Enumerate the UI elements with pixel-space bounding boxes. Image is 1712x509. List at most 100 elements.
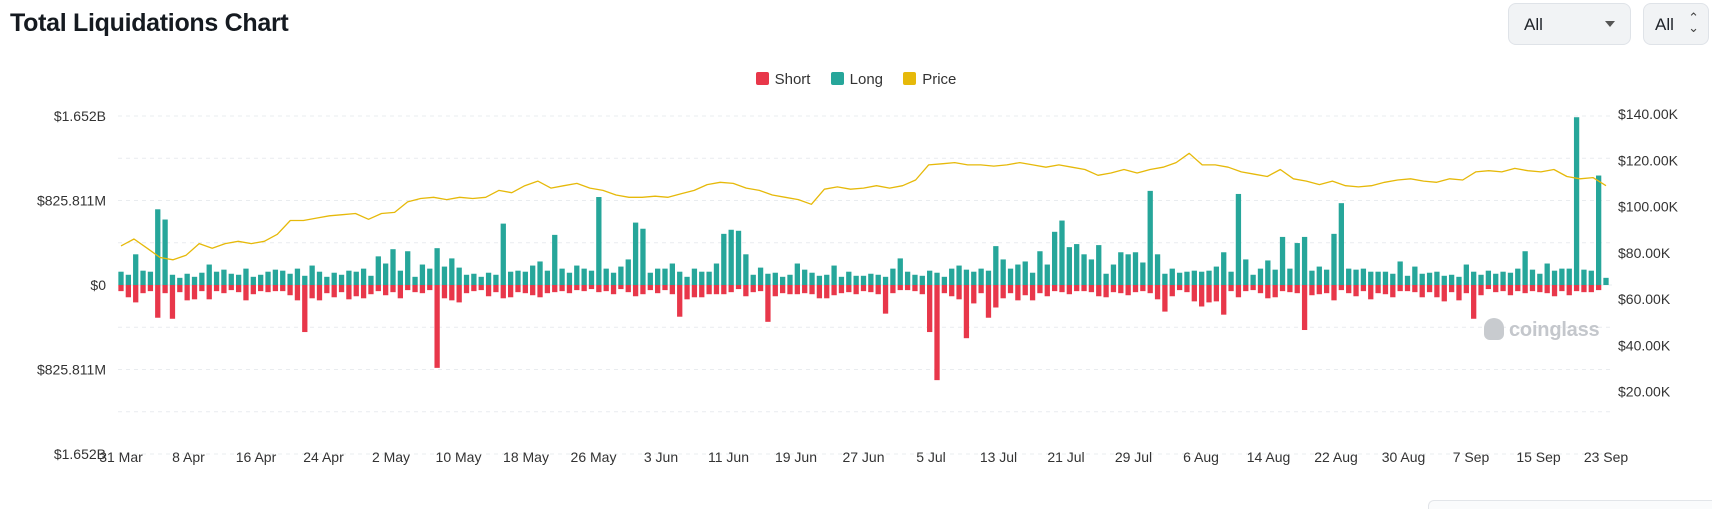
- long-bar: [802, 269, 808, 285]
- long-bar: [412, 276, 418, 285]
- long-bar: [316, 271, 323, 285]
- long-bar: [1294, 243, 1300, 285]
- short-bar: [677, 285, 683, 317]
- long-bar: [449, 258, 455, 285]
- short-bar: [860, 285, 867, 292]
- short-bar: [875, 285, 881, 295]
- long-bar: [1353, 269, 1359, 285]
- legend-item-short[interactable]: Short: [755, 71, 810, 88]
- short-bar: [735, 285, 742, 290]
- long-bar: [1581, 269, 1587, 285]
- long-bar: [243, 268, 249, 285]
- short-bar: [603, 285, 609, 292]
- short-bar: [1235, 285, 1242, 298]
- short-bar: [500, 285, 506, 299]
- long-bar: [1199, 271, 1205, 285]
- short-bar: [478, 285, 484, 291]
- legend-item-long[interactable]: Long: [830, 71, 884, 88]
- long-bar: [162, 219, 168, 285]
- long-bar: [1573, 117, 1580, 285]
- long-bar: [588, 270, 595, 285]
- short-bar: [647, 285, 653, 291]
- x-axis-tick-label: 15 Sep: [1516, 449, 1561, 465]
- long-bar: [1176, 272, 1183, 285]
- x-axis-tick-label: 18 May: [503, 449, 549, 465]
- long-bar: [1110, 264, 1117, 285]
- short-bar: [552, 285, 558, 293]
- short-bar: [1456, 285, 1462, 301]
- long-bar: [1426, 272, 1433, 285]
- left-axis-tick-label: $1.652B: [54, 108, 106, 124]
- long-bar: [1456, 276, 1462, 285]
- short-bar: [1573, 285, 1580, 292]
- long-bar: [1096, 245, 1102, 285]
- right-axis-tick-label: $40.00K: [1618, 337, 1671, 353]
- long-bar: [155, 209, 161, 285]
- long-bar: [691, 268, 698, 285]
- long-bar: [515, 270, 521, 285]
- short-bar: [1397, 285, 1403, 292]
- legend-label-long: Long: [849, 71, 884, 88]
- x-axis-tick-label: 2 May: [372, 449, 410, 465]
- long-bar: [1169, 268, 1175, 285]
- long-bar: [434, 248, 440, 285]
- short-bar: [1029, 285, 1036, 301]
- short-bar: [1419, 285, 1425, 298]
- x-axis-tick-label: 26 May: [571, 449, 617, 465]
- short-bar: [118, 285, 124, 292]
- short-bar: [890, 285, 896, 294]
- short-bar: [287, 285, 293, 296]
- right-axis-tick-label: $80.00K: [1618, 245, 1671, 261]
- long-bar: [133, 254, 139, 285]
- x-axis-tick-label: 30 Aug: [1382, 449, 1426, 465]
- short-bar: [1147, 285, 1153, 294]
- long-bar: [721, 233, 727, 285]
- short-bar: [522, 285, 528, 294]
- short-bar: [1551, 285, 1558, 297]
- short-bar: [1294, 285, 1300, 294]
- long-bar: [250, 276, 256, 285]
- long-bar: [390, 249, 396, 285]
- long-bar: [1228, 271, 1234, 285]
- short-bar: [691, 285, 698, 298]
- long-bar: [383, 263, 389, 285]
- long-bar: [1419, 273, 1425, 285]
- short-bar: [1493, 285, 1499, 293]
- short-bar: [169, 285, 176, 319]
- short-bar: [581, 285, 587, 292]
- short-bar: [1265, 285, 1271, 299]
- short-bar: [1250, 285, 1256, 291]
- long-bar: [1515, 268, 1521, 285]
- short-bar: [1015, 285, 1021, 301]
- long-bar: [669, 263, 676, 285]
- price-line-group: [120, 152, 1607, 261]
- short-bar: [155, 285, 161, 318]
- long-bar: [1485, 270, 1492, 285]
- long-bar: [1397, 261, 1403, 285]
- time-range-select[interactable]: All: [1508, 3, 1631, 45]
- long-bar: [221, 269, 227, 285]
- short-bar: [1279, 285, 1286, 292]
- legend-item-price[interactable]: Price: [903, 71, 956, 88]
- legend-swatch-long: [830, 72, 844, 85]
- short-bar: [1596, 285, 1602, 291]
- short-bar: [1228, 285, 1234, 292]
- long-bar: [331, 272, 337, 285]
- long-bar: [1132, 252, 1139, 285]
- coinglass-watermark: coinglass: [1484, 318, 1600, 342]
- long-bar: [1478, 274, 1484, 285]
- long-bar: [463, 274, 470, 285]
- left-axis-tick-label: $1.652B: [54, 446, 106, 462]
- short-bar: [250, 285, 256, 295]
- long-bar: [272, 269, 279, 285]
- short-bar: [1184, 285, 1190, 293]
- coin-select[interactable]: All ⌃ ⌄: [1643, 3, 1709, 45]
- short-bar: [1051, 285, 1058, 292]
- short-bar: [1441, 285, 1447, 302]
- long-bar: [699, 271, 705, 285]
- long-bar: [1257, 268, 1264, 285]
- x-axis-tick-label: 21 Jul: [1047, 449, 1084, 465]
- short-bar: [1471, 285, 1477, 319]
- right-axis-tick-label: $60.00K: [1618, 291, 1671, 307]
